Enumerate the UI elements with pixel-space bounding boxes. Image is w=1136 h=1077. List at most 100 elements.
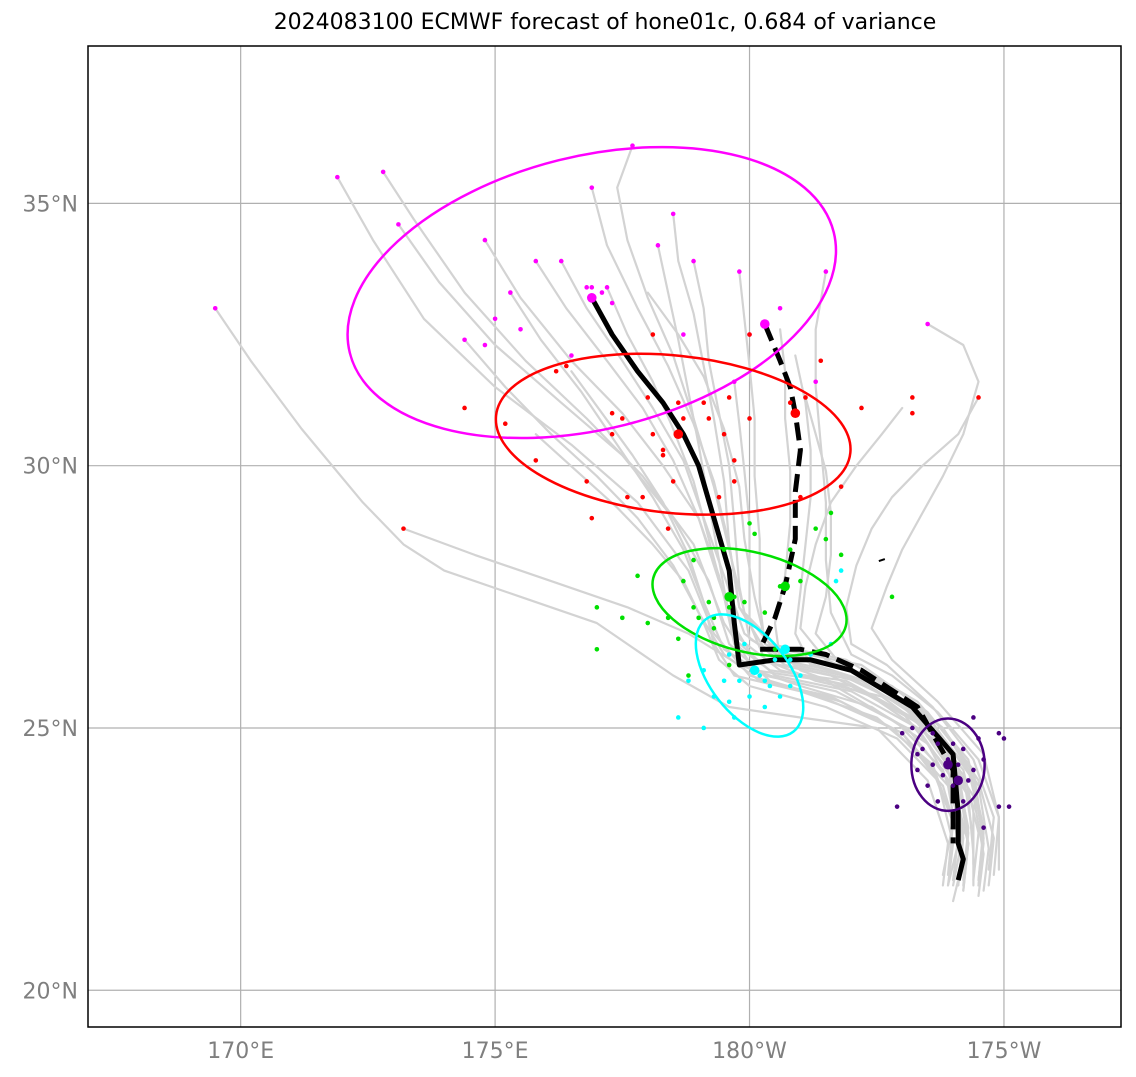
- forecast-dot: [767, 683, 773, 689]
- forecast-dot: [650, 332, 656, 337]
- forecast-dot: [737, 269, 742, 274]
- mean-position-marker: [780, 581, 790, 592]
- forecast-dot: [899, 730, 905, 736]
- forecast-dot: [935, 799, 941, 804]
- forecast-dot: [508, 290, 513, 295]
- forecast-dot: [726, 662, 732, 668]
- forecast-dot: [996, 804, 1002, 809]
- forecast-dot: [518, 326, 523, 332]
- ensemble-member-tracks: [214, 144, 1001, 903]
- forecast-dot: [930, 730, 936, 736]
- mean-position-marker: [953, 775, 963, 786]
- forecast-dot: [747, 521, 752, 526]
- forecast-dot: [915, 767, 920, 773]
- ensemble-track: [692, 260, 985, 887]
- forecast-dot: [925, 321, 930, 327]
- lat-tick-label: 35°N: [23, 192, 78, 217]
- forecast-dot: [971, 767, 976, 773]
- forecast-dot: [711, 626, 717, 631]
- forecast-dot: [599, 290, 605, 295]
- forecast-dot: [818, 358, 824, 364]
- uncertainty-ellipses: [346, 145, 986, 813]
- forecast-dot: [691, 605, 696, 610]
- forecast-dot: [981, 825, 986, 830]
- forecast-dot: [675, 715, 681, 720]
- forecast-dot: [640, 494, 645, 500]
- forecast-dot: [787, 400, 793, 406]
- forecast-dot: [396, 222, 401, 227]
- forecast-dot: [553, 368, 559, 374]
- forecast-dot: [630, 143, 635, 148]
- lat-tick-label: 25°N: [23, 717, 78, 742]
- forecast-dot: [960, 799, 966, 804]
- mean-track-dashed: [757, 323, 956, 844]
- forecast-dot: [589, 285, 595, 290]
- forecast-dot: [665, 526, 671, 531]
- mean-position-marker: [943, 759, 953, 770]
- forecast-dot: [635, 573, 640, 579]
- forecast-dot: [696, 615, 701, 621]
- forecast-dot: [482, 237, 488, 243]
- forecast-dot: [910, 725, 915, 731]
- forecast-dot: [762, 678, 768, 684]
- lon-tick-label: 180°W: [712, 1039, 787, 1064]
- ensemble-track: [483, 239, 965, 887]
- plot-frame: [87, 45, 1122, 1028]
- forecast-dot: [777, 305, 783, 311]
- forecast-dot: [620, 615, 625, 621]
- forecast-dot: [787, 657, 793, 663]
- forecast-dot: [681, 416, 686, 421]
- mean-position-markers: [586, 293, 963, 786]
- plot-area: [212, 143, 1012, 903]
- mean-position-marker: [759, 319, 770, 329]
- forecast-dot: [823, 269, 829, 274]
- forecast-dot: [645, 395, 651, 400]
- forecast-dot: [492, 316, 498, 322]
- forecast-dot: [686, 678, 691, 684]
- forecast-dot: [691, 557, 696, 563]
- forecast-dot: [681, 332, 686, 337]
- forecast-dot: [589, 185, 595, 190]
- forecast-dot: [681, 578, 686, 584]
- forecast-dot: [752, 531, 757, 537]
- forecast-dot: [726, 699, 732, 705]
- forecast-dot: [813, 379, 818, 385]
- forecast-dot: [996, 730, 1002, 736]
- mean-position-marker: [724, 592, 734, 602]
- forecast-dot: [787, 683, 793, 689]
- forecast-dot: [798, 578, 803, 584]
- forecast-dot: [716, 494, 722, 500]
- ensemble-track: [382, 170, 965, 887]
- forecast-dot: [915, 751, 920, 757]
- forecast-dot: [762, 704, 768, 710]
- forecast-dot: [212, 305, 218, 311]
- forecast-dot: [462, 337, 467, 343]
- mean-position-marker: [749, 665, 760, 676]
- forecast-dot: [691, 258, 696, 264]
- forecast-dot: [726, 395, 732, 400]
- stray-mark: [878, 558, 886, 563]
- ensemble-track: [794, 354, 980, 882]
- gridlines: [88, 46, 1121, 1027]
- forecast-dot: [380, 169, 386, 175]
- mean-position-marker: [780, 644, 790, 655]
- ensemble-forecast-positions: [212, 143, 1012, 830]
- ensemble-track: [804, 396, 995, 887]
- forecast-dot: [706, 416, 712, 421]
- forecast-dot: [558, 258, 564, 264]
- forecast-dot: [935, 741, 941, 747]
- forecast-dot: [742, 641, 747, 647]
- forecast-dot: [955, 762, 961, 768]
- forecast-dot: [966, 778, 971, 783]
- uncertainty-ellipse: [694, 613, 805, 738]
- ensemble-track: [646, 291, 975, 856]
- uncertainty-ellipse: [910, 717, 986, 813]
- forecast-dot: [533, 458, 539, 463]
- forecast-dot: [731, 458, 737, 463]
- forecast-dot: [889, 594, 895, 600]
- forecast-dot: [609, 300, 615, 306]
- forecast-dot: [701, 725, 707, 731]
- forecast-dot: [971, 715, 976, 720]
- forecast-dot: [584, 285, 589, 290]
